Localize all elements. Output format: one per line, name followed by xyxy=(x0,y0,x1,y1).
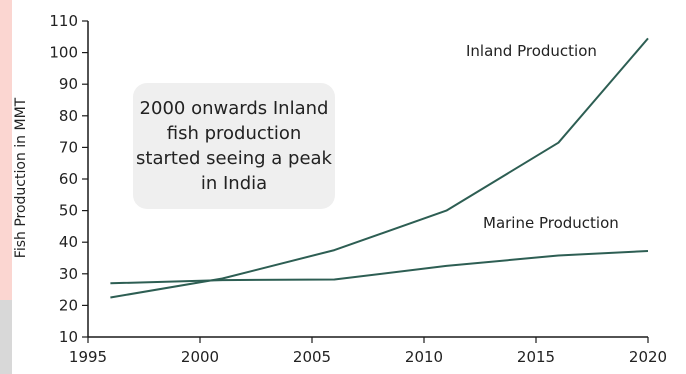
inland-production-line xyxy=(110,37,649,299)
y-tick-label: 70 xyxy=(59,138,78,156)
series-label-marine: Marine Production xyxy=(483,214,619,232)
annotation-line-1: 2000 onwards Inland xyxy=(140,98,329,119)
series-label-inland: Inland Production xyxy=(466,42,597,60)
y-tick-label: 40 xyxy=(59,233,78,251)
left-stripe-bottom xyxy=(0,300,12,374)
annotation-box xyxy=(133,83,335,209)
x-tick-label: 2000 xyxy=(181,348,219,366)
y-axis-title: Fish Production in MMT xyxy=(13,97,29,258)
left-stripe-top xyxy=(0,0,12,300)
y-tick-label: 100 xyxy=(49,44,78,62)
y-tick-label: 30 xyxy=(59,265,78,283)
y-axis-ticks: 10 20 30 40 50 60 70 80 90 100 110 xyxy=(49,12,88,346)
x-tick-label: 2020 xyxy=(629,348,667,366)
series-lines xyxy=(110,37,649,299)
x-tick-label: 2005 xyxy=(293,348,331,366)
y-tick-label: 20 xyxy=(59,296,78,314)
y-tick-label: 110 xyxy=(49,12,78,30)
y-tick-label: 50 xyxy=(59,202,78,220)
y-tick-label: 60 xyxy=(59,170,78,188)
annotation-line-3: started seeing a peak xyxy=(136,148,333,169)
y-tick-label: 10 xyxy=(59,328,78,346)
x-tick-label: 2015 xyxy=(517,348,555,366)
x-tick-label: 2010 xyxy=(405,348,443,366)
annotation-line-4: in India xyxy=(201,173,267,194)
y-tick-label: 90 xyxy=(59,75,78,93)
marine-production-line xyxy=(110,250,649,285)
x-tick-label: 1995 xyxy=(69,348,107,366)
x-axis-ticks: 1995 2000 2005 2010 2015 2020 xyxy=(69,337,667,366)
y-tick-label: 80 xyxy=(59,107,78,125)
annotation-line-2: fish production xyxy=(167,123,302,144)
